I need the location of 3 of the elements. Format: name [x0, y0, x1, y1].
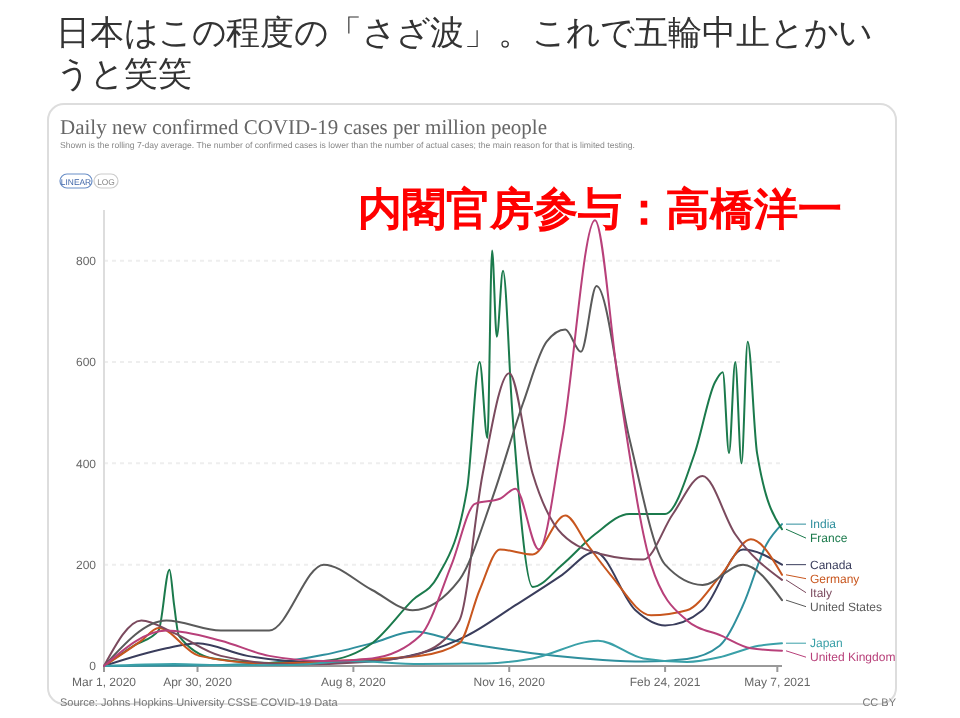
chart-title: Daily new confirmed COVID-19 cases per million people	[60, 118, 548, 140]
annotation: 内閣官房参与：高橋洋一	[358, 184, 842, 234]
text: 日本はこの程度の「さざ波」。これで五輪中止とかいうと笑笑	[56, 14, 872, 93]
